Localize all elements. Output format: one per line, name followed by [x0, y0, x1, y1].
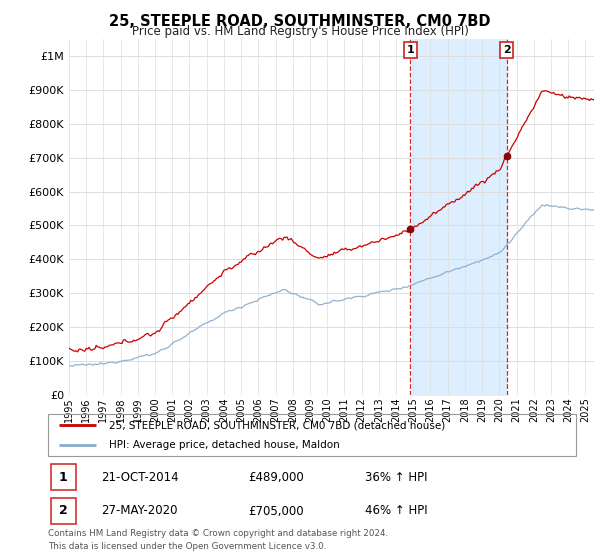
Text: 2: 2: [503, 45, 511, 55]
Text: Price paid vs. HM Land Registry's House Price Index (HPI): Price paid vs. HM Land Registry's House …: [131, 25, 469, 38]
Text: 25, STEEPLE ROAD, SOUTHMINSTER, CM0 7BD: 25, STEEPLE ROAD, SOUTHMINSTER, CM0 7BD: [109, 14, 491, 29]
Text: 36% ↑ HPI: 36% ↑ HPI: [365, 471, 427, 484]
Text: 1: 1: [406, 45, 414, 55]
Text: This data is licensed under the Open Government Licence v3.0.: This data is licensed under the Open Gov…: [48, 542, 326, 550]
Text: 2: 2: [59, 505, 68, 517]
Text: 25, STEEPLE ROAD, SOUTHMINSTER, CM0 7BD (detached house): 25, STEEPLE ROAD, SOUTHMINSTER, CM0 7BD …: [109, 421, 445, 430]
Text: 27-MAY-2020: 27-MAY-2020: [101, 505, 178, 517]
Text: Contains HM Land Registry data © Crown copyright and database right 2024.: Contains HM Land Registry data © Crown c…: [48, 529, 388, 538]
Text: 46% ↑ HPI: 46% ↑ HPI: [365, 505, 427, 517]
Text: 21-OCT-2014: 21-OCT-2014: [101, 471, 178, 484]
Text: 1: 1: [59, 471, 68, 484]
Text: £705,000: £705,000: [248, 505, 304, 517]
Bar: [50, 498, 76, 524]
Bar: [50, 464, 76, 491]
Text: £489,000: £489,000: [248, 471, 304, 484]
Text: HPI: Average price, detached house, Maldon: HPI: Average price, detached house, Mald…: [109, 441, 340, 450]
